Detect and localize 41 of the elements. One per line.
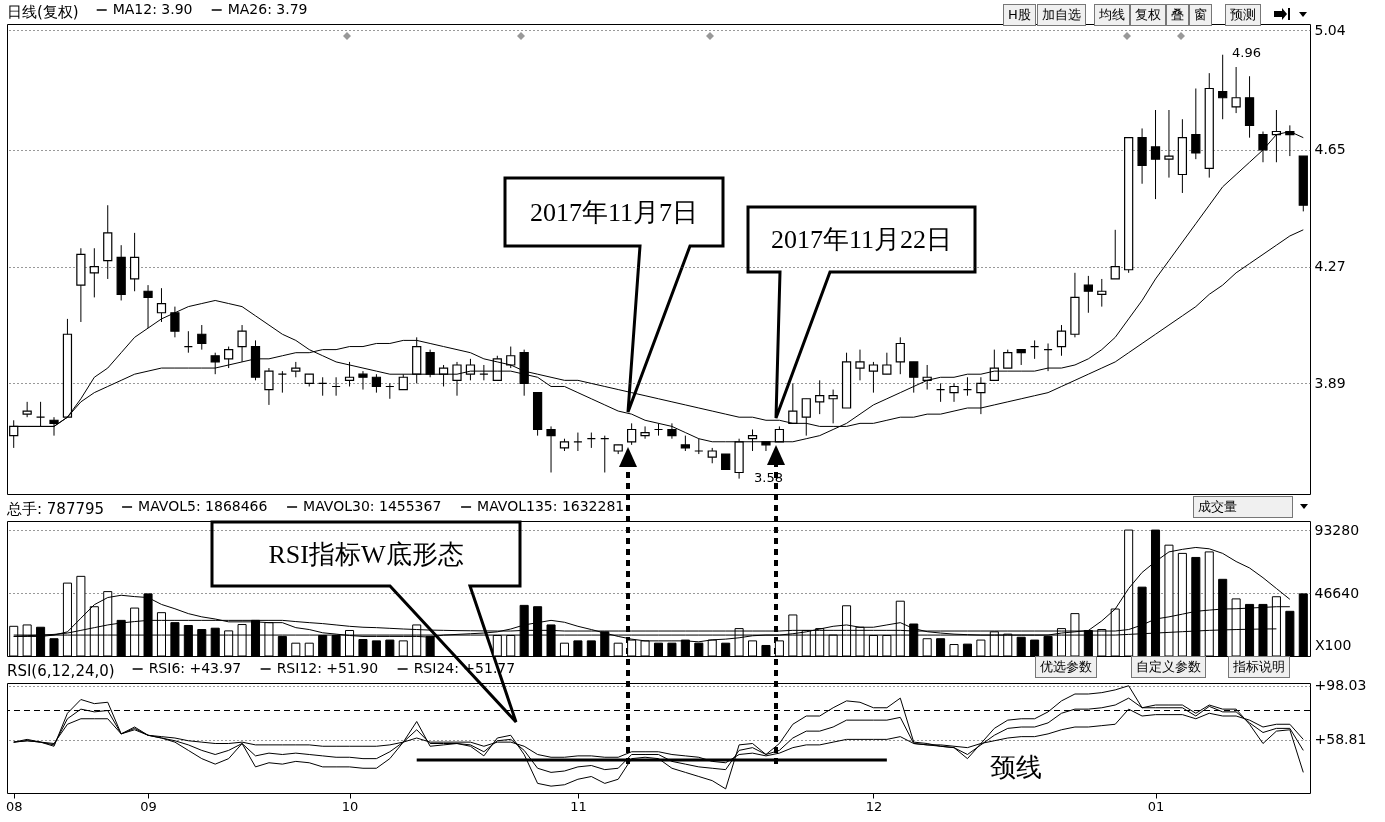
y-tick-label: 3.89	[1314, 374, 1346, 391]
legend-label: MA12: 3.90	[112, 1, 193, 17]
toolbar-button: 优选参数	[1035, 656, 1097, 678]
toolbar-button: 复权	[1130, 4, 1166, 26]
annotation: 颈线	[990, 752, 1042, 784]
toolbar-button: 均线	[1094, 4, 1130, 26]
chart-title: RSI(6,12,24,0)	[7, 662, 115, 680]
annotation: 2017年11月7日	[528, 196, 699, 229]
y-tick-label: 93280	[1314, 521, 1360, 538]
toolbar-button: 加自选	[1037, 4, 1086, 26]
toolbar-button: 自定义参数	[1131, 656, 1206, 678]
y-tick-label: 4.27	[1314, 258, 1346, 275]
toolbar-button: 窗	[1189, 4, 1212, 26]
legend-label: MA26: 3.79	[227, 1, 308, 17]
annotation: 2017年11月22日	[769, 224, 953, 256]
chart-title: 总手: 787795	[6, 500, 105, 518]
toolbar-button: 叠	[1166, 4, 1189, 26]
y-tick-label: +58.81	[1314, 731, 1367, 748]
y-tick-label: 4.65	[1314, 141, 1346, 158]
annotation: RSI指标W底形态	[267, 538, 465, 571]
toolbar-button: 指标说明	[1228, 656, 1290, 678]
x-tick-label: 10	[341, 798, 359, 814]
legend-label: MAVOL135: 1632281	[477, 498, 625, 514]
x-tick-label: 12	[865, 798, 883, 814]
y-tick-label: 46640	[1314, 584, 1360, 601]
chart-title: 日线(复权)	[7, 3, 79, 21]
x-tick-label: 11	[570, 798, 587, 814]
legend-label: MAVOL30: 1455367	[303, 498, 442, 514]
annotation: 4.96	[1232, 45, 1261, 60]
legend-label: MAVOL5: 1868466	[138, 498, 268, 514]
x-tick-label: 01	[1147, 798, 1165, 814]
toolbar-button: H股	[1003, 4, 1036, 26]
legend-label: RSI6: +43.97	[148, 660, 242, 676]
y-tick-label: +98.03	[1314, 677, 1367, 694]
x-tick-label: 09	[140, 798, 157, 814]
toolbar-button: 成交量	[1193, 496, 1293, 518]
y-axis-title: X100	[1315, 637, 1352, 653]
legend-label: RSI12: +51.90	[276, 660, 379, 676]
y-tick-label: 5.04	[1314, 21, 1346, 38]
x-tick-label: 08	[5, 798, 23, 814]
toolbar-button: 预测	[1225, 4, 1261, 26]
